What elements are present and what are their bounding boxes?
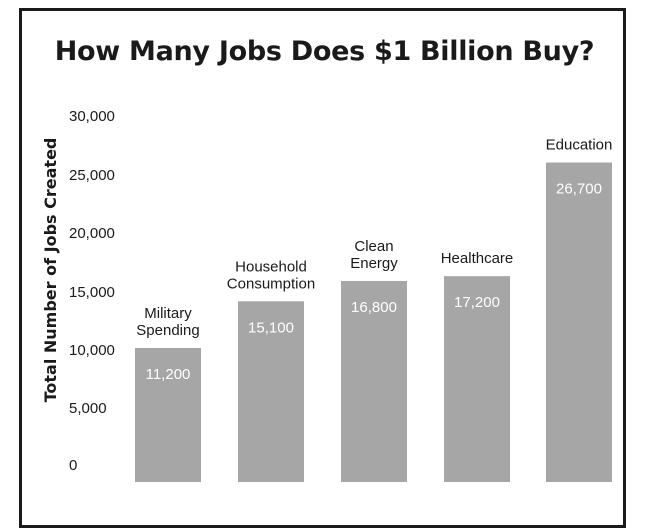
y-tick-label: 5,000 <box>69 400 107 417</box>
y-tick-label: 30,000 <box>69 108 115 125</box>
y-tick-label: 15,000 <box>69 284 115 301</box>
category-label: Healthcare <box>441 250 514 267</box>
bar-chart: 0 5,000 10,000 15,000 20,000 25,000 30,000 Tota… <box>41 108 613 483</box>
bar <box>135 347 201 482</box>
bar-value-label: 17,200 <box>454 294 500 311</box>
chart-frame <box>19 8 626 528</box>
bar <box>341 280 407 482</box>
bar <box>546 162 612 483</box>
bar-value-label: 15,100 <box>248 319 294 336</box>
y-tick-label: 25,000 <box>69 167 115 184</box>
category-label: Energy <box>350 255 398 272</box>
bar <box>444 276 510 482</box>
category-label: Education <box>546 136 613 153</box>
y-tick-label: 20,000 <box>69 225 115 242</box>
bar <box>238 301 304 482</box>
category-label: Military <box>144 305 192 322</box>
category-label: Household <box>235 258 307 275</box>
category-label: Clean <box>354 238 393 255</box>
bar-value-label: 26,700 <box>556 180 602 197</box>
y-tick-label: 0 <box>69 457 77 474</box>
category-label: Spending <box>136 322 199 339</box>
category-label: Consumption <box>227 275 315 292</box>
y-tick-label: 10,000 <box>69 342 115 359</box>
bar-value-label: 11,200 <box>146 366 191 383</box>
bar-value-label: 16,800 <box>351 299 397 316</box>
chart-title: How Many Jobs Does $1 Billion Buy? <box>54 36 595 67</box>
y-axis-title: Total Number of Jobs Created <box>41 138 60 403</box>
